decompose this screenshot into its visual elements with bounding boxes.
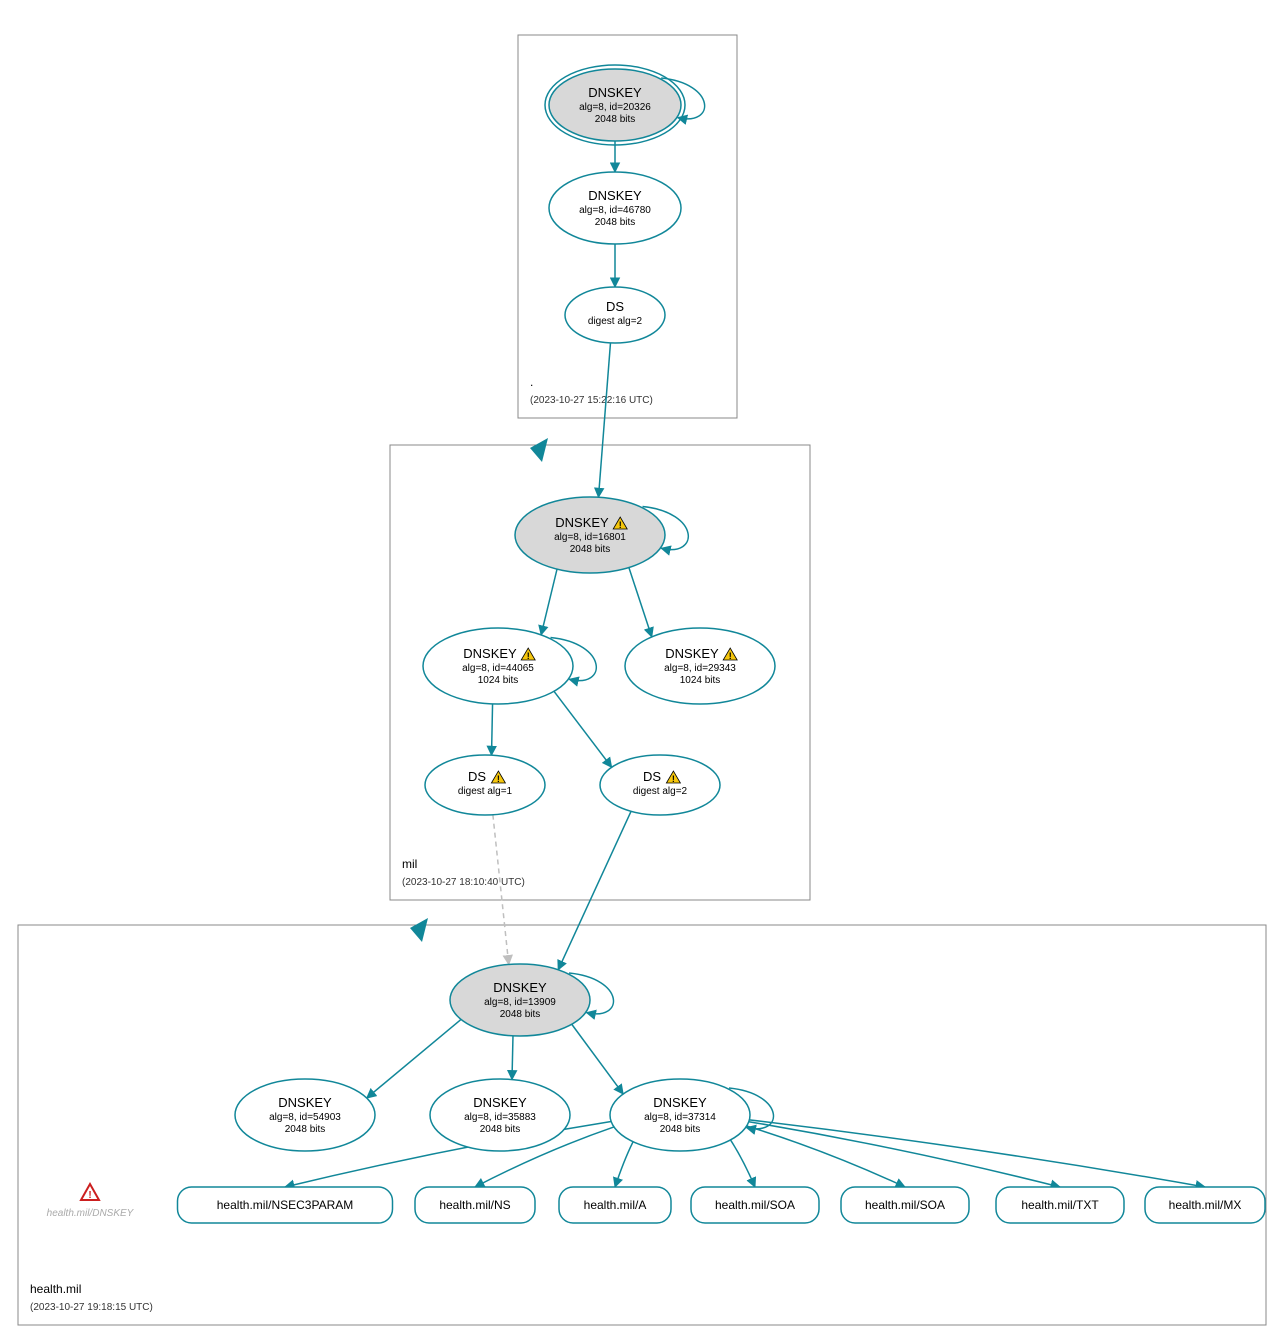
node-mil_ds1: DS! digest alg=1 [425, 755, 545, 815]
node-mil_zsk1: DNSKEY! alg=8, id=440651024 bits [423, 628, 573, 704]
node-sub2: 2048 bits [660, 1124, 701, 1135]
edge [541, 569, 557, 635]
node-hm_zsk2: DNSKEY alg=8, id=358832048 bits [430, 1079, 570, 1151]
rrset-rr_mx: health.mil/MX [1145, 1187, 1265, 1223]
edge [730, 1140, 755, 1187]
node-sub1: alg=8, id=16801 [554, 532, 626, 543]
node-sub1: digest alg=2 [588, 316, 643, 327]
node-title: DNSKEY [665, 646, 719, 661]
rrset-label: health.mil/MX [1169, 1198, 1242, 1212]
rrset-rr_a: health.mil/A [559, 1187, 671, 1223]
dnssec-diagram: . (2023-10-27 15:22:16 UTC) mil (2023-10-27… [0, 0, 1283, 1344]
node-sub2: 2048 bits [480, 1124, 521, 1135]
error-icon-mark: ! [88, 1190, 91, 1201]
node-title: DNSKEY [653, 1095, 707, 1110]
node-title: DS [468, 769, 486, 784]
rrset-rr_soa1: health.mil/SOA [691, 1187, 819, 1223]
node-mil_ds2: DS! digest alg=2 [600, 755, 720, 815]
rrset-label: health.mil/SOA [715, 1198, 795, 1212]
rrset-rr_txt: health.mil/TXT [996, 1187, 1124, 1223]
zone-label: health.mil [30, 1282, 81, 1296]
node-sub1: alg=8, id=20326 [579, 102, 651, 113]
edge [492, 704, 493, 755]
zone-label: mil [402, 857, 417, 871]
warning-icon-mark: ! [527, 651, 530, 661]
edge [367, 1019, 461, 1098]
node-title: DS [643, 769, 661, 784]
node-sub2: 2048 bits [570, 544, 611, 555]
node-mil_ksk: DNSKEY! alg=8, id=168012048 bits [515, 497, 665, 573]
warning-icon-mark: ! [619, 520, 622, 530]
node-title: DNSKEY [555, 515, 609, 530]
node-sub1: alg=8, id=37314 [644, 1112, 716, 1123]
node-title: DNSKEY [278, 1095, 332, 1110]
rrset-rr_soa2: health.mil/SOA [841, 1187, 969, 1223]
node-title: DNSKEY [463, 646, 517, 661]
node-root_ksk: DNSKEY alg=8, id=203262048 bits [545, 65, 685, 145]
node-title: DNSKEY [588, 85, 642, 100]
rrset-rr_nsec3: health.mil/NSEC3PARAM [178, 1187, 393, 1223]
node-sub1: alg=8, id=54903 [269, 1112, 341, 1123]
edge [615, 1142, 633, 1187]
node-hm_zsk3: DNSKEY alg=8, id=373142048 bits [610, 1079, 750, 1151]
edge [493, 815, 509, 965]
node-mil_zsk2: DNSKEY! alg=8, id=293431024 bits [625, 628, 775, 704]
edge [749, 1122, 1060, 1187]
rrset-label: health.mil/NSEC3PARAM [217, 1198, 354, 1212]
rrset-label: health.mil/TXT [1021, 1198, 1099, 1212]
rrset-label: health.mil/A [584, 1198, 647, 1212]
node-sub1: alg=8, id=35883 [464, 1112, 536, 1123]
zone-timestamp: (2023-10-27 18:10:40 UTC) [402, 877, 525, 888]
zone-entry-arrow [410, 918, 428, 942]
zone-timestamp: (2023-10-27 15:22:16 UTC) [530, 395, 653, 406]
node-sub2: 2048 bits [285, 1124, 326, 1135]
edge [629, 567, 652, 636]
warning-icon-mark: ! [672, 774, 675, 784]
ghost-dnskey: ! health.mil/DNSKEY [47, 1184, 135, 1219]
node-sub1: digest alg=2 [633, 786, 688, 797]
node-hm_ksk: DNSKEY alg=8, id=139092048 bits [450, 964, 590, 1036]
ghost-label: health.mil/DNSKEY [47, 1208, 135, 1219]
node-sub1: alg=8, id=44065 [462, 663, 534, 674]
edge [554, 691, 612, 767]
node-sub1: alg=8, id=29343 [664, 663, 736, 674]
node-title: DNSKEY [588, 188, 642, 203]
node-title: DNSKEY [493, 980, 547, 995]
node-sub2: 2048 bits [595, 217, 636, 228]
rrset-label: health.mil/SOA [865, 1198, 945, 1212]
node-root_zsk: DNSKEY alg=8, id=467802048 bits [549, 172, 681, 244]
warning-icon-mark: ! [497, 774, 500, 784]
rrset-rr_ns: health.mil/NS [415, 1187, 535, 1223]
node-root_ds: DS digest alg=2 [565, 287, 665, 343]
node-sub2: 1024 bits [680, 675, 721, 686]
rrset-label: health.mil/NS [439, 1198, 510, 1212]
edge [558, 811, 631, 970]
edge [572, 1024, 623, 1094]
node-sub2: 2048 bits [500, 1009, 541, 1020]
node-sub1: digest alg=1 [458, 786, 513, 797]
zone-timestamp: (2023-10-27 19:18:15 UTC) [30, 1302, 153, 1313]
edge [598, 343, 610, 497]
edge [749, 1120, 1205, 1187]
zone-label: . [530, 375, 533, 389]
zone-entry-arrow [530, 438, 548, 462]
node-sub2: 2048 bits [595, 114, 636, 125]
node-hm_zsk1: DNSKEY alg=8, id=549032048 bits [235, 1079, 375, 1151]
node-title: DNSKEY [473, 1095, 527, 1110]
node-sub1: alg=8, id=13909 [484, 997, 556, 1008]
edges [285, 78, 1205, 1187]
node-sub2: 1024 bits [478, 675, 519, 686]
edge [512, 1036, 513, 1080]
warning-icon-mark: ! [729, 651, 732, 661]
node-sub1: alg=8, id=46780 [579, 205, 651, 216]
node-title: DS [606, 299, 624, 314]
